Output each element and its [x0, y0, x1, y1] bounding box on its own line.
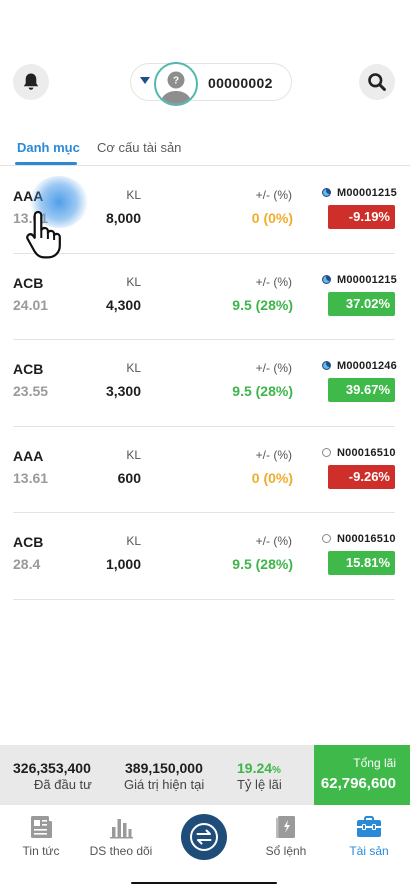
stock-symbol: ACB [13, 534, 44, 550]
bell-icon [23, 73, 39, 90]
price-change: 0 (0%) [251, 210, 293, 226]
portfolio-row[interactable]: ACB 24.01 KL 4,300 +/- (%) 9.5 (28%) M00… [13, 254, 397, 340]
invested-label: Đã đầu tư [34, 777, 92, 792]
notifications-button[interactable] [13, 64, 49, 100]
search-button[interactable] [359, 64, 395, 100]
nav-label: Tin tức [22, 844, 60, 858]
sub-account-id: M00001246 [337, 360, 397, 372]
nav-order-book[interactable]: Sổ lệnh [245, 805, 327, 865]
trade-button[interactable] [181, 814, 227, 860]
avg-price: 24.01 [13, 296, 49, 313]
nav-label: Tài sản [349, 844, 389, 858]
qty-label: KL [126, 361, 141, 375]
price-change: 0 (0%) [251, 469, 293, 486]
pnl-percent-badge: -9.19% [328, 205, 395, 229]
stock-symbol: AAA [13, 447, 44, 464]
nav-label: Sổ lệnh [265, 844, 307, 858]
price-change: 9.5 (28%) [232, 296, 293, 313]
price-change: 9.5 (28%) [232, 556, 293, 572]
total-profit-label: Tổng lãi [353, 756, 396, 770]
exchange-icon [190, 823, 218, 851]
margin-account-icon [322, 361, 331, 370]
portfolio-row[interactable]: ACB 28.4 KL 1,000 +/- (%) 9.5 (28%) N000… [13, 513, 395, 600]
profit-ratio: 19.24% [237, 760, 281, 776]
margin-account-icon [322, 188, 331, 197]
search-icon [368, 73, 386, 91]
change-label: +/- (%) [255, 188, 292, 202]
home-indicator [131, 882, 277, 884]
quantity: 600 [117, 469, 141, 486]
pnl-percent-badge: 39.67% [328, 378, 395, 402]
svg-text:?: ? [173, 76, 179, 87]
price-change: 9.5 (28%) [232, 383, 293, 399]
invested-value: 326,353,400 [13, 760, 91, 776]
normal-account-icon [322, 447, 331, 457]
portfolio-list: AAA 13.61 KL 8,000 +/- (%) 0 (0%) M00001… [13, 167, 397, 600]
quantity: 8,000 [105, 210, 141, 226]
pnl-percent-badge: 37.02% [328, 291, 395, 316]
portfolio-summary: 326,353,400 Đã đầu tư 389,150,000 Giá tr… [0, 745, 410, 805]
qty-label: KL [126, 534, 141, 548]
briefcase-icon [357, 816, 381, 837]
nav-assets[interactable]: Tài sản [328, 805, 410, 865]
avg-price: 23.55 [13, 383, 49, 399]
tab-asset-structure[interactable]: Cơ cấu tài sản [97, 140, 182, 155]
portfolio-row[interactable]: AAA 13.61 KL 8,000 +/- (%) 0 (0%) M00001… [13, 167, 397, 254]
quantity: 4,300 [105, 296, 141, 313]
stock-symbol: ACB [13, 361, 44, 377]
sub-account-id: N00016510 [337, 446, 396, 459]
account-selector[interactable]: ? 00000002 [130, 62, 292, 106]
account-id: 00000002 [208, 75, 273, 91]
qty-label: KL [126, 274, 141, 289]
change-label: +/- (%) [255, 534, 292, 548]
tab-bar: Danh mục Cơ cấu tài sản [0, 136, 410, 166]
user-avatar-icon: ? [154, 62, 198, 106]
change-label: +/- (%) [255, 361, 292, 375]
current-value: 389,150,000 [125, 760, 203, 776]
bottom-nav: Tin tức DS theo dõi [0, 805, 410, 884]
app-header: ? 00000002 [0, 60, 410, 106]
profit-ratio-value: 19.24 [237, 760, 273, 776]
portfolio-row[interactable]: ACB 23.55 KL 3,300 +/- (%) 9.5 (28%) M00… [13, 340, 397, 427]
normal-account-icon [322, 534, 331, 543]
nav-watchlist[interactable]: DS theo dõi [80, 805, 162, 865]
sub-account-id: M00001215 [337, 273, 397, 286]
sub-account-id: M00001215 [337, 187, 397, 199]
caret-down-icon [140, 77, 150, 84]
qty-label: KL [126, 188, 141, 202]
bar-chart-icon [110, 819, 133, 839]
quantity: 1,000 [105, 556, 141, 572]
pnl-percent-badge: 15.81% [328, 551, 395, 575]
avg-price: 13.61 [13, 469, 49, 486]
portfolio-row[interactable]: AAA 13.61 KL 600 +/- (%) 0 (0%) N0001651… [13, 427, 396, 513]
profit-ratio-unit: % [272, 765, 281, 776]
newspaper-icon [31, 816, 52, 838]
total-profit-value: 62,796,600 [320, 775, 396, 792]
avg-price: 28.4 [13, 556, 41, 572]
current-value-label: Giá trị hiện tại [124, 777, 205, 792]
total-profit-box: Tổng lãi 62,796,600 [314, 745, 410, 805]
tab-portfolio[interactable]: Danh mục [17, 140, 80, 155]
order-book-icon [276, 816, 295, 838]
quantity: 3,300 [105, 383, 141, 399]
pnl-percent-badge: -9.26% [328, 464, 395, 489]
change-label: +/- (%) [255, 447, 292, 462]
profit-ratio-label: Tỷ lệ lãi [237, 777, 282, 792]
active-tab-indicator [15, 162, 77, 165]
sub-account-id: N00016510 [337, 533, 396, 545]
nav-news[interactable]: Tin tức [0, 805, 82, 865]
stock-symbol: ACB [13, 274, 44, 291]
margin-account-icon [322, 274, 331, 284]
nav-label: DS theo dõi [89, 844, 153, 858]
qty-label: KL [126, 447, 141, 462]
change-label: +/- (%) [255, 274, 292, 289]
pointing-hand-icon [26, 210, 61, 259]
